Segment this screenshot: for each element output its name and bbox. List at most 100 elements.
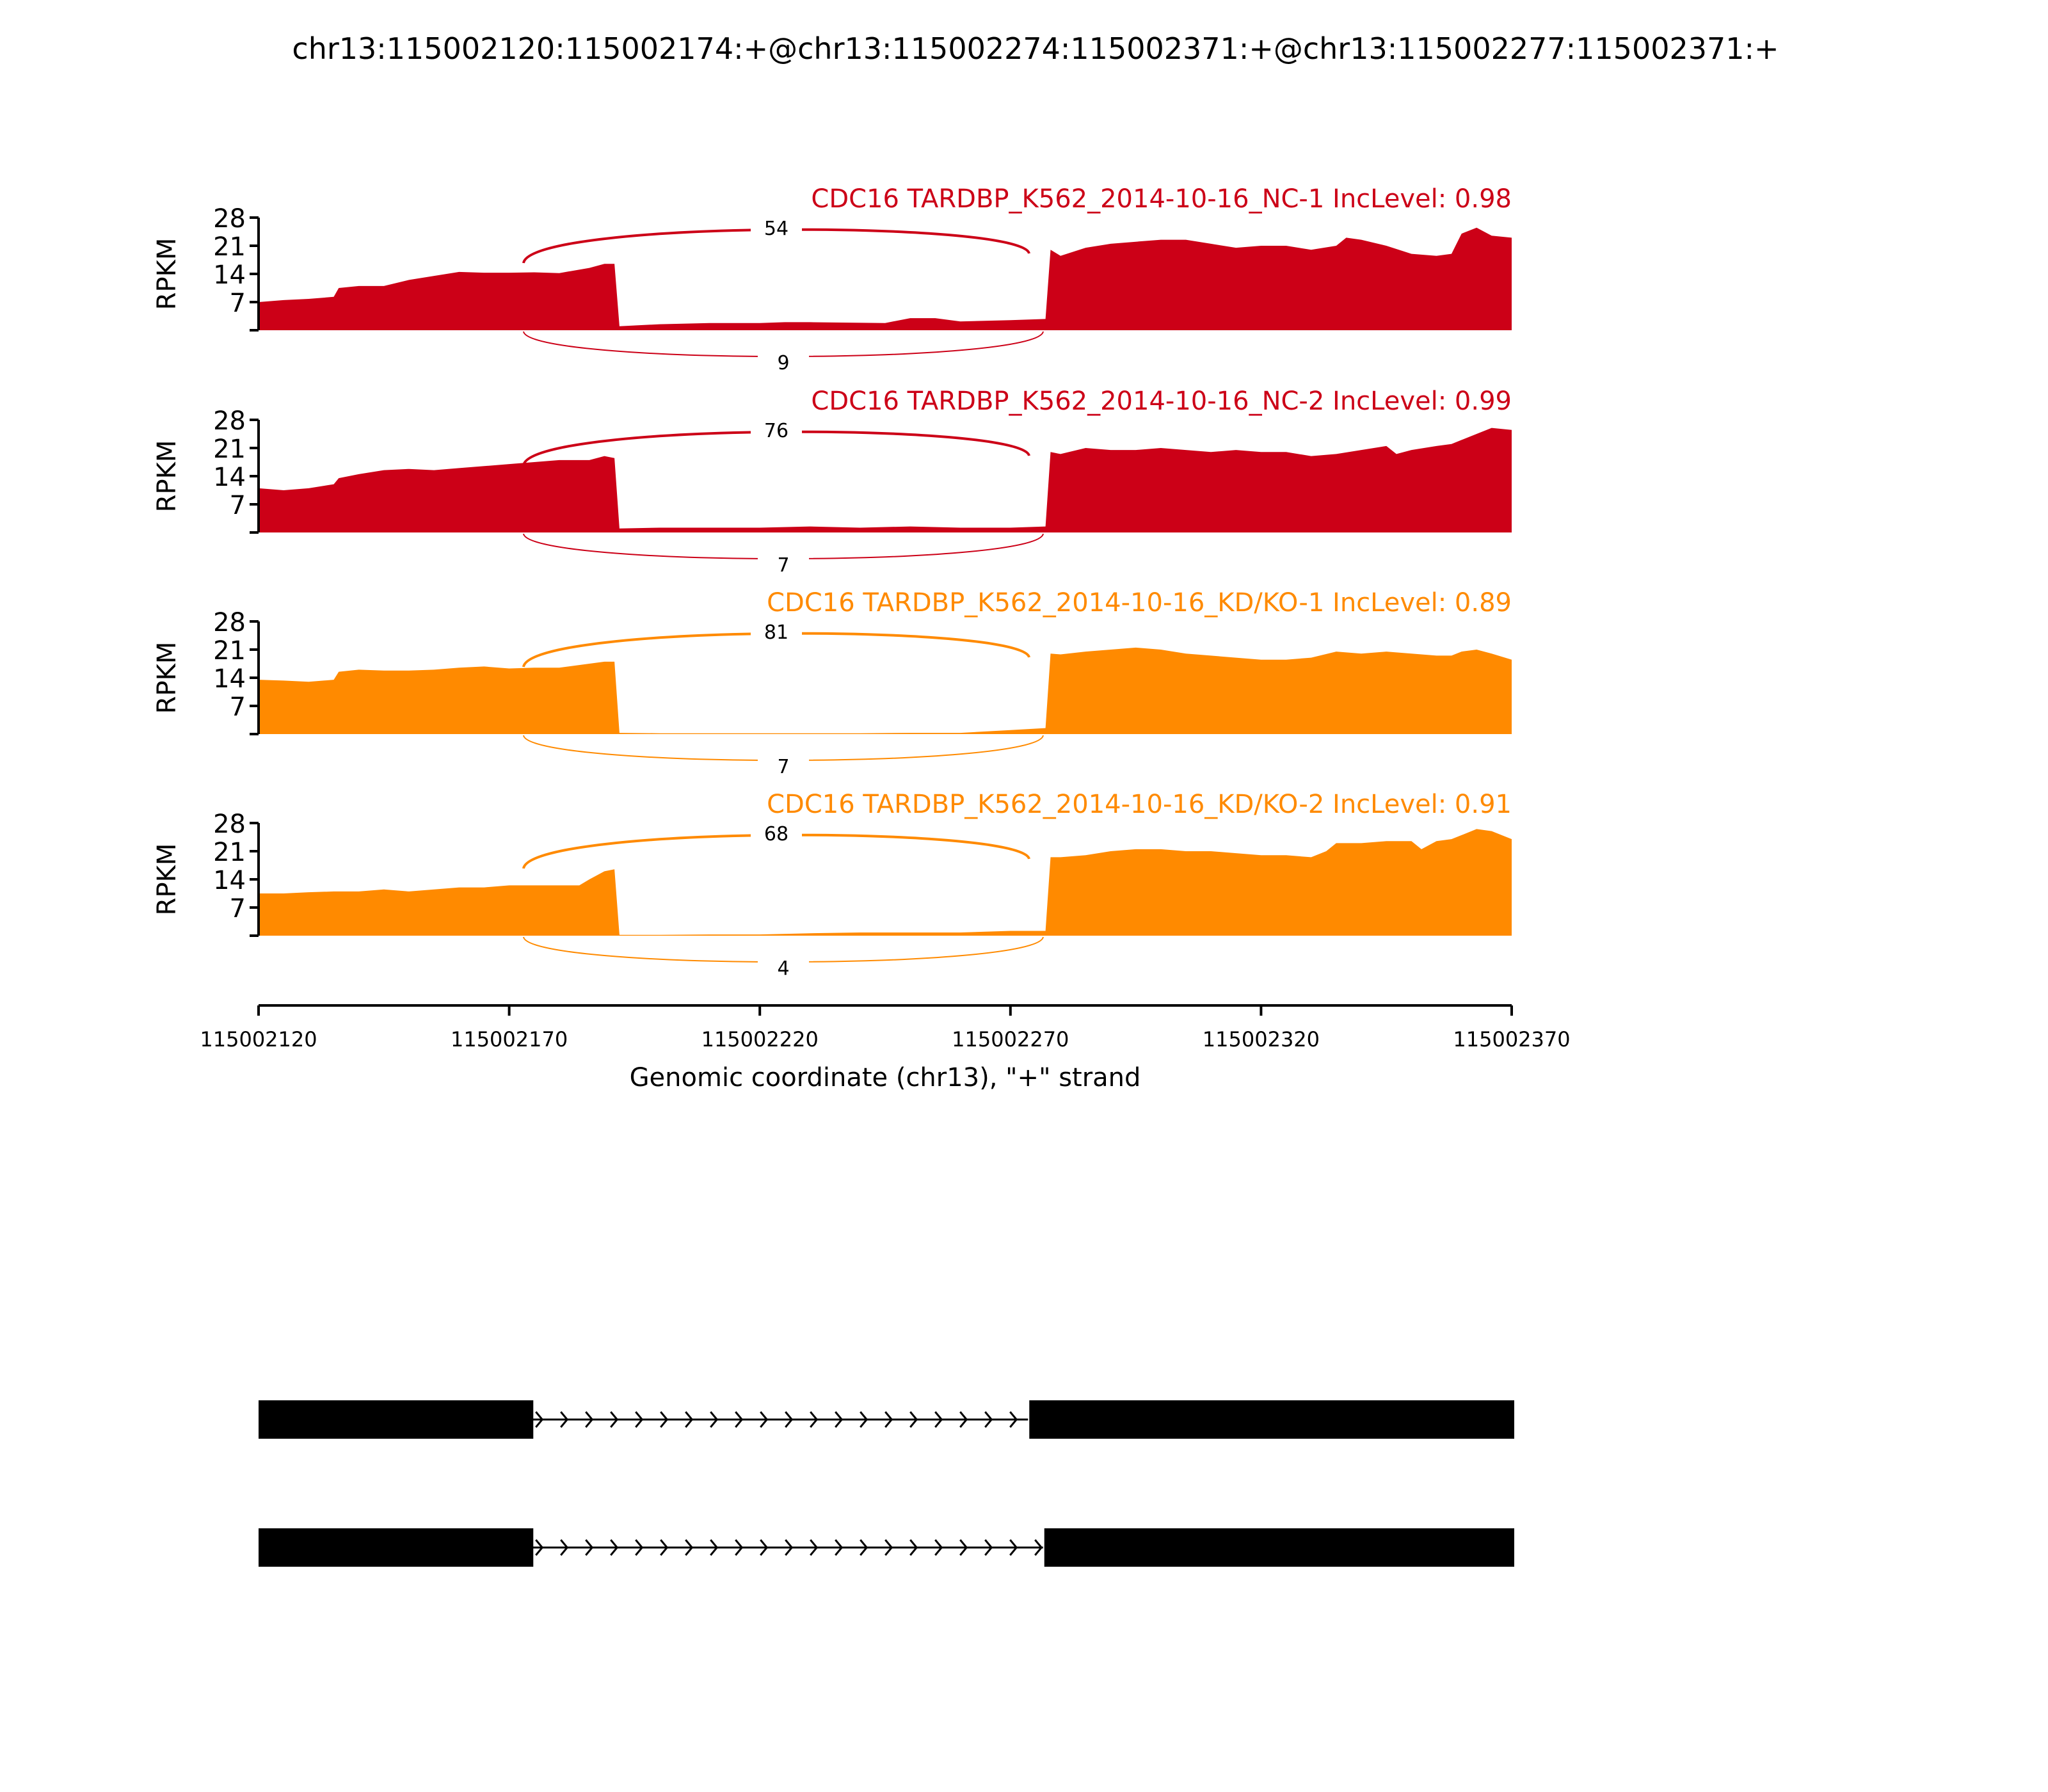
- strand-arrow: [934, 1411, 943, 1428]
- x-axis: 115002120 115002170 115002220 115002270 1150…: [200, 1004, 1571, 1092]
- junction-label-bg: [751, 620, 802, 643]
- y-tick-label: 14: [213, 463, 246, 492]
- x-tick-label: 115002270: [952, 1027, 1069, 1052]
- y-tick-label: 21: [213, 636, 246, 666]
- strand-arrow: [710, 1411, 719, 1428]
- strand-arrow: [535, 1411, 544, 1428]
- track-label: CDC16 TARDBP_K562_2014-10-16_KD/KO-2 Inc…: [767, 790, 1512, 819]
- strand-arrow: [760, 1539, 769, 1556]
- strand-arrow: [884, 1539, 893, 1556]
- track-label: CDC16 TARDBP_K562_2014-10-16_NC-2 IncLev…: [811, 387, 1512, 416]
- junction-label-bg: [758, 956, 809, 979]
- strand-arrow: [909, 1539, 918, 1556]
- junction-count: 7: [777, 756, 789, 778]
- strand-arrow: [585, 1539, 594, 1556]
- strand-arrow: [660, 1411, 669, 1428]
- y-tick-label: 14: [213, 866, 246, 895]
- strand-arrow: [909, 1411, 918, 1428]
- strand-arrow: [785, 1411, 794, 1428]
- strand-arrow: [959, 1539, 968, 1556]
- y-tick-label: 28: [213, 204, 246, 234]
- coverage-area: [259, 829, 1512, 936]
- strand-arrow: [735, 1539, 744, 1556]
- strand-arrow: [585, 1411, 594, 1428]
- strand-arrow: [1009, 1411, 1018, 1428]
- exon-block: [259, 1400, 534, 1439]
- strand-arrow: [984, 1411, 993, 1428]
- y-axis-label: RPKM: [152, 440, 182, 513]
- junction-label-bg: [751, 822, 802, 845]
- strand-arrow: [685, 1539, 694, 1556]
- plot-title: chr13:115002120:115002174:+@chr13:115002…: [292, 31, 1779, 66]
- strand-arrow: [710, 1539, 719, 1556]
- strand-arrow: [1034, 1539, 1043, 1556]
- isoform-model: [259, 1528, 1514, 1567]
- strand-arrow: [860, 1539, 868, 1556]
- strand-arrow: [884, 1411, 893, 1428]
- y-tick-label: 7: [230, 491, 246, 520]
- coverage-area: [259, 227, 1512, 330]
- strand-arrow: [1009, 1539, 1018, 1556]
- strand-arrow: [810, 1539, 819, 1556]
- exon-block: [1044, 1528, 1514, 1567]
- y-tick-label: 21: [213, 435, 246, 464]
- y-axis-label: RPKM: [152, 642, 182, 714]
- coverage-area: [259, 647, 1512, 734]
- y-tick-label: 14: [213, 664, 246, 694]
- y-tick-label: 7: [230, 289, 246, 318]
- junction-label-bg: [758, 553, 809, 576]
- junction-label-bg: [751, 216, 802, 239]
- strand-arrow: [810, 1411, 819, 1428]
- strand-arrow: [835, 1411, 844, 1428]
- track-label: CDC16 TARDBP_K562_2014-10-16_NC-1 IncLev…: [811, 184, 1512, 214]
- y-tick-label: 28: [213, 608, 246, 637]
- coverage-area: [259, 428, 1512, 532]
- isoform-models: [259, 1400, 1514, 1567]
- strand-arrow: [959, 1411, 968, 1428]
- junction-count: 81: [764, 621, 788, 644]
- y-tick-label: 28: [213, 810, 246, 839]
- y-tick-label: 14: [213, 260, 246, 290]
- x-tick-label: 115002120: [200, 1027, 317, 1052]
- junction-count: 76: [764, 420, 788, 442]
- x-axis-label: Genomic coordinate (chr13), "+" strand: [630, 1063, 1141, 1092]
- strand-arrow: [535, 1539, 544, 1556]
- y-axis-label: RPKM: [152, 844, 182, 916]
- exon-block: [259, 1528, 534, 1567]
- y-axis-label: RPKM: [152, 238, 182, 310]
- strand-arrow: [610, 1539, 619, 1556]
- strand-arrow: [860, 1411, 868, 1428]
- strand-arrow: [984, 1539, 993, 1556]
- junction-count: 9: [777, 352, 789, 374]
- strand-arrow: [560, 1411, 569, 1428]
- strand-arrow: [635, 1539, 644, 1556]
- strand-arrow: [635, 1411, 644, 1428]
- exon-block: [1029, 1400, 1514, 1439]
- strand-arrow: [835, 1539, 844, 1556]
- y-tick-label: 7: [230, 692, 246, 722]
- strand-arrow: [610, 1411, 619, 1428]
- x-axis-ticks: 115002120 115002170 115002220 115002270 1150…: [200, 1005, 1571, 1052]
- x-tick-label: 115002370: [1453, 1027, 1570, 1052]
- y-tick-label: 21: [213, 838, 246, 867]
- x-tick-label: 115002220: [701, 1027, 819, 1052]
- x-tick-label: 115002170: [451, 1027, 568, 1052]
- junction-label-bg: [758, 351, 809, 374]
- strand-arrow: [735, 1411, 744, 1428]
- strand-arrow: [760, 1411, 769, 1428]
- junction-count: 54: [764, 218, 788, 240]
- isoform-model: [259, 1400, 1514, 1439]
- y-tick-label: 7: [230, 894, 246, 924]
- junction-count: 4: [777, 957, 789, 980]
- track-label: CDC16 TARDBP_K562_2014-10-16_KD/KO-1 Inc…: [767, 588, 1512, 618]
- strand-arrow: [560, 1539, 569, 1556]
- y-tick-label: 28: [213, 406, 246, 436]
- strand-arrow: [685, 1411, 694, 1428]
- strand-arrow: [660, 1539, 669, 1556]
